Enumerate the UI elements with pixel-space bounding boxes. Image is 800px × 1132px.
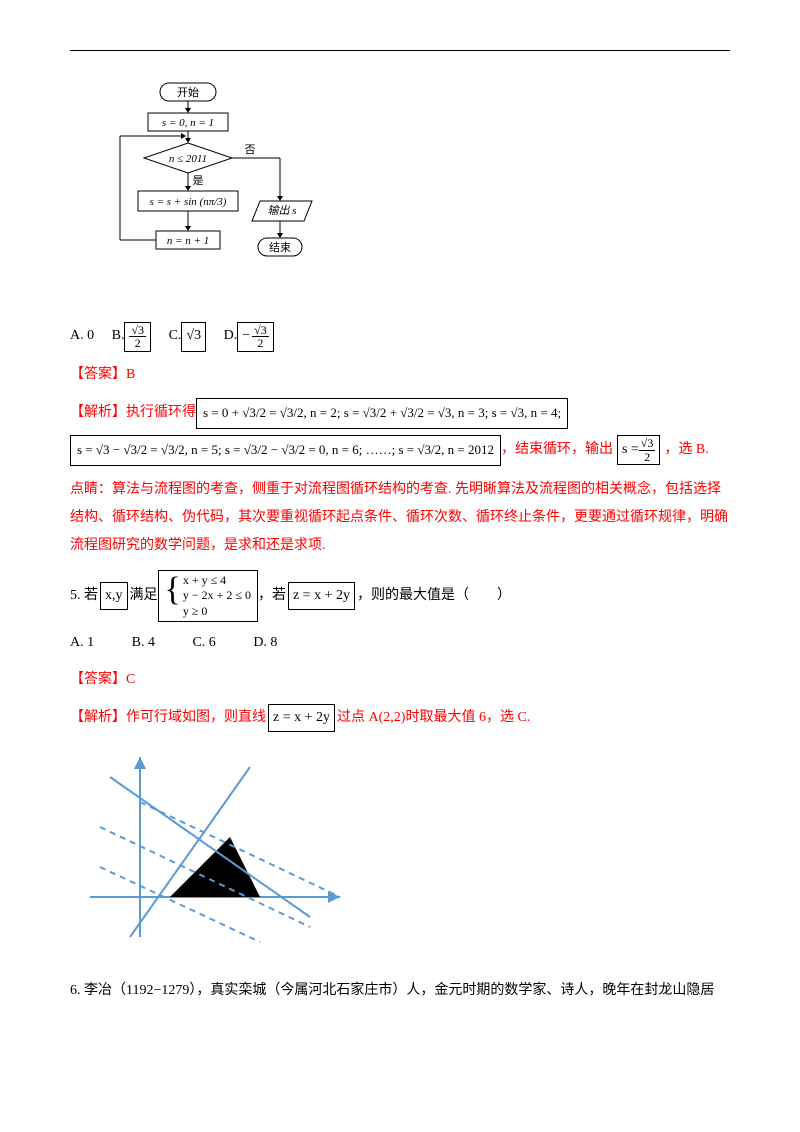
q4-answer: 【答案】B bbox=[70, 362, 730, 389]
q4-options: A. 0 B. √32 C. √3 D. −√32 bbox=[70, 322, 730, 352]
fc-start: 开始 bbox=[177, 85, 199, 99]
q5-explain: 【解析】 作可行域如图，则直线 z = x + 2y 过点 A(2,2)时取最大… bbox=[70, 704, 730, 733]
q5-opt-a: A. 1 bbox=[70, 630, 94, 657]
q4-opt-d: D. −√32 bbox=[224, 322, 274, 352]
q4-opt-b: B. √32 bbox=[112, 322, 151, 352]
q4-commentary: 点睛：算法与流程图的考查，侧重于对流程图循环结构的考查. 先明晰算法及流程图的相… bbox=[70, 476, 730, 560]
q4-opt-a: A. 0 bbox=[70, 323, 94, 350]
q5-options: A. 1 B. 4 C. 6 D. 8 bbox=[70, 630, 730, 657]
q6-stem: 6. 李冶（1192−1279），真实栾城（今属河北石家庄市）人，金元时期的数学… bbox=[70, 978, 730, 1005]
q5-opt-d: D. 8 bbox=[253, 630, 277, 657]
q5-opt-b: B. 4 bbox=[132, 630, 155, 657]
fc-upds: s = s + sin (nπ/3) bbox=[150, 196, 227, 208]
q5-opt-c: C. 6 bbox=[192, 630, 215, 657]
q5-answer: 【答案】C bbox=[70, 667, 730, 694]
fc-end: 结束 bbox=[269, 241, 291, 254]
q5-stem: 5. 若 x,y 满足 { x + y ≤ 4 y − 2x + 2 ≤ 0 y… bbox=[70, 570, 730, 623]
fc-cond: n ≤ 2011 bbox=[169, 153, 207, 165]
q4-explain-1: 【解析】 执行循环得 s = 0 + √3/2 = √3/2, n = 2; s… bbox=[70, 398, 730, 429]
fc-init: s = 0, n = 1 bbox=[162, 117, 214, 129]
q4-explain-2: s = √3 − √3/2 = √3/2, n = 5; s = √3/2 − … bbox=[70, 435, 730, 466]
q4-opt-c: C. √3 bbox=[169, 322, 207, 352]
q5-graph bbox=[80, 747, 730, 958]
flowchart: 开始 s = 0, n = 1 n ≤ 2011 否 是 bbox=[100, 81, 730, 302]
fc-no: 否 bbox=[245, 144, 256, 156]
fc-out: 输出 s bbox=[267, 204, 296, 217]
fc-yes: 是 bbox=[193, 174, 204, 187]
fc-updn: n = n + 1 bbox=[167, 235, 209, 247]
